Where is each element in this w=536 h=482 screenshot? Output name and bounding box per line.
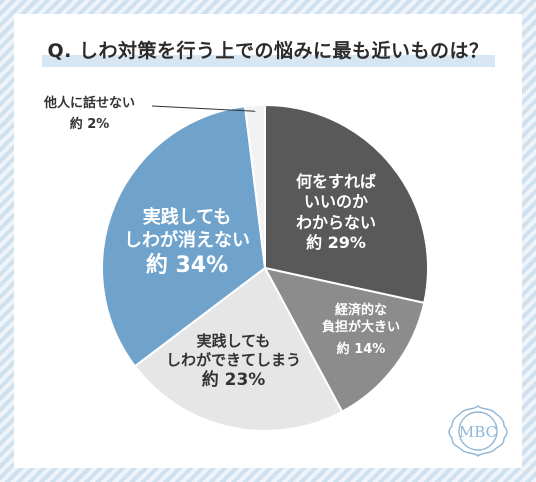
leader-line-other [151, 105, 256, 112]
chart-title: Q. しわ対策を行う上での悩みに最も近いものは？ [41, 36, 495, 67]
label-line: 経済的な [335, 303, 388, 318]
label-financial-burden: 経済的な 負担が大きい 約 14% [322, 303, 400, 359]
label-cant-tell-others: 他人に話せない 約 2% [44, 96, 135, 133]
slice-financial-burden [263, 266, 426, 413]
label-percent: 約 14% [336, 342, 386, 358]
label-line: しわが消えない [124, 230, 250, 252]
label-line: 負担が大きい [322, 319, 401, 335]
label-line: 他人に話せない [44, 96, 136, 111]
label-dont-know-what-to-do: 何をすれば いいのか わからない 約 29% [296, 172, 376, 254]
label-wrinkles-dont-disappear: 実践しても しわが消えない 約 34% [124, 206, 250, 280]
label-line: 何をすれば [296, 172, 377, 191]
title-container: Q. しわ対策を行う上での悩みに最も近いものは？ [14, 36, 522, 76]
label-percent: 約 2% [69, 116, 110, 132]
label-percent: 約 34% [145, 253, 229, 279]
slice-dont-know-what-to-do [264, 103, 429, 305]
slice-cant-tell-others [243, 103, 266, 269]
mbc-logo: MBC [448, 405, 508, 457]
label-wrinkles-still-form: 実践しても しわができてしまう 約 23% [166, 332, 301, 392]
label-line: 実践しても [142, 207, 232, 228]
label-percent: 約 23% [201, 370, 266, 391]
label-line: いいのか [304, 192, 369, 212]
label-line: しわができてしまう [166, 351, 302, 370]
label-line: 実践しても [196, 332, 271, 350]
logo-text: MBC [459, 423, 497, 441]
slice-wrinkles-still-form [133, 266, 344, 432]
pie-slices [101, 103, 429, 432]
label-line: わからない [296, 212, 377, 232]
label-percent: 約 29% [306, 233, 366, 253]
slice-wrinkles-dont-disappear [101, 105, 267, 368]
